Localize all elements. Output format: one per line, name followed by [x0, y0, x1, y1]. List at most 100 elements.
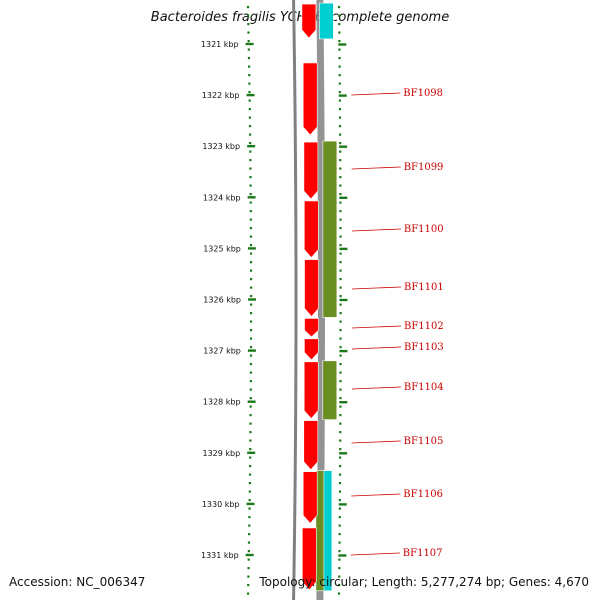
cds-arrow [302, 62, 318, 136]
ruler-dot [339, 303, 342, 306]
ruler-dot [338, 31, 341, 34]
ruler-dot [249, 354, 253, 357]
ruler-dot [249, 252, 253, 255]
ruler-dot [249, 312, 253, 315]
ruler-dot [339, 201, 342, 204]
ruler-dot [339, 252, 342, 255]
ruler-dot [338, 82, 341, 85]
ruler-dot [249, 142, 252, 145]
gene-leader-line [351, 325, 402, 329]
ruler-dot [339, 414, 342, 417]
ruler-dot [247, 541, 251, 544]
ruler-dot [338, 116, 342, 119]
gene-leader-line [351, 493, 401, 497]
ruler-dot [249, 176, 252, 179]
ruler-dot [339, 218, 342, 221]
ruler-dot [246, 592, 250, 595]
ruler-dot [248, 74, 251, 77]
cds-arrow [304, 259, 319, 317]
kbp-tick-label: 1321 kbp [201, 40, 239, 49]
ruler-dot [337, 6, 341, 9]
ruler-dot [247, 575, 250, 578]
ruler-dot [249, 380, 252, 383]
ruler-dot [247, 558, 250, 561]
ruler-dot [249, 337, 253, 340]
ruler-dot [248, 65, 251, 68]
ruler-dot [338, 40, 341, 43]
ruler-dot [339, 448, 342, 451]
gene-leader-line [351, 386, 401, 390]
ruler-dot [247, 567, 250, 570]
ruler-dot [339, 150, 342, 153]
gene-label: BF1098 [403, 88, 443, 99]
ruler-dot [338, 550, 341, 553]
ruler-dot [339, 286, 342, 289]
ruler-dot [339, 329, 342, 332]
ruler-dot [249, 456, 252, 459]
gene-label: BF1099 [404, 162, 444, 173]
ruler-dot [249, 167, 252, 170]
ruler-dot [248, 116, 251, 119]
kbp-tick-label: 1322 kbp [202, 91, 240, 100]
gene-leader-line [350, 552, 400, 556]
gene-labels: BF1098 BF1099 BF1100 BF1101 BF1102 BF1103 BF11… [350, 88, 444, 559]
ruler-dot [249, 431, 252, 434]
kbp-tick-label: 1329 kbp [202, 449, 240, 458]
gene-leader-line [351, 286, 402, 290]
ruler-dot [246, 6, 250, 9]
kbp-tick-label: 1331 kbp [201, 551, 239, 560]
ruler-dot [339, 193, 342, 196]
ruler-dot [339, 133, 342, 136]
cog-block [323, 470, 333, 592]
ruler-dot [248, 482, 252, 485]
ruler-dot [338, 74, 341, 77]
ruler-dot [338, 48, 341, 51]
ruler-dot [249, 405, 252, 408]
ruler-dot [339, 320, 342, 323]
kbp-tick-label: 1326 kbp [203, 296, 241, 305]
cds-track [301, 3, 319, 591]
ruler-dot [249, 295, 253, 298]
ruler-dot [249, 235, 253, 238]
cog-block [322, 360, 338, 420]
ruler-dot [339, 465, 342, 468]
kbp-tick-label: 1327 kbp [203, 347, 241, 356]
ruler-dot [339, 380, 342, 383]
ruler-dot [339, 439, 342, 442]
ruler-dot [339, 371, 342, 374]
gene-label: BF1101 [404, 282, 444, 293]
ruler-dot [249, 286, 253, 289]
ruler-dot [338, 108, 342, 111]
gene-leader-line [351, 346, 402, 350]
ruler-dot [338, 91, 341, 94]
gene-label: BF1105 [404, 436, 444, 447]
cds-arrow [303, 420, 319, 471]
ruler-dot [339, 210, 342, 213]
kbp-tick-label: 1328 kbp [203, 398, 241, 407]
ruler-dot [249, 193, 252, 196]
ruler-dot [339, 176, 342, 179]
ruler-dot [248, 99, 251, 102]
ruler-dot [338, 507, 341, 510]
ruler-dot [338, 14, 341, 17]
ruler-dot [248, 125, 252, 128]
ruler-dot [338, 533, 341, 536]
ruler-dot [249, 184, 252, 187]
backbone-arc-outer [292, 0, 298, 600]
ruler-dot [339, 388, 342, 391]
ruler-dot [249, 388, 252, 391]
cds-arrow [303, 200, 319, 259]
ruler-dot [249, 244, 253, 247]
gene-leader-line [351, 228, 401, 232]
ruler-dot [249, 269, 253, 272]
ruler-dot [249, 422, 252, 425]
ruler-dot [338, 558, 341, 561]
ruler-dot [338, 490, 342, 493]
ruler-dot [247, 584, 250, 587]
ruler-dot [339, 227, 342, 230]
map-title: Bacteroides fragilis YCH46, complete gen… [150, 10, 450, 25]
cds-arrow [304, 338, 319, 361]
ruler-dot [338, 473, 342, 476]
cog-block [322, 140, 338, 318]
